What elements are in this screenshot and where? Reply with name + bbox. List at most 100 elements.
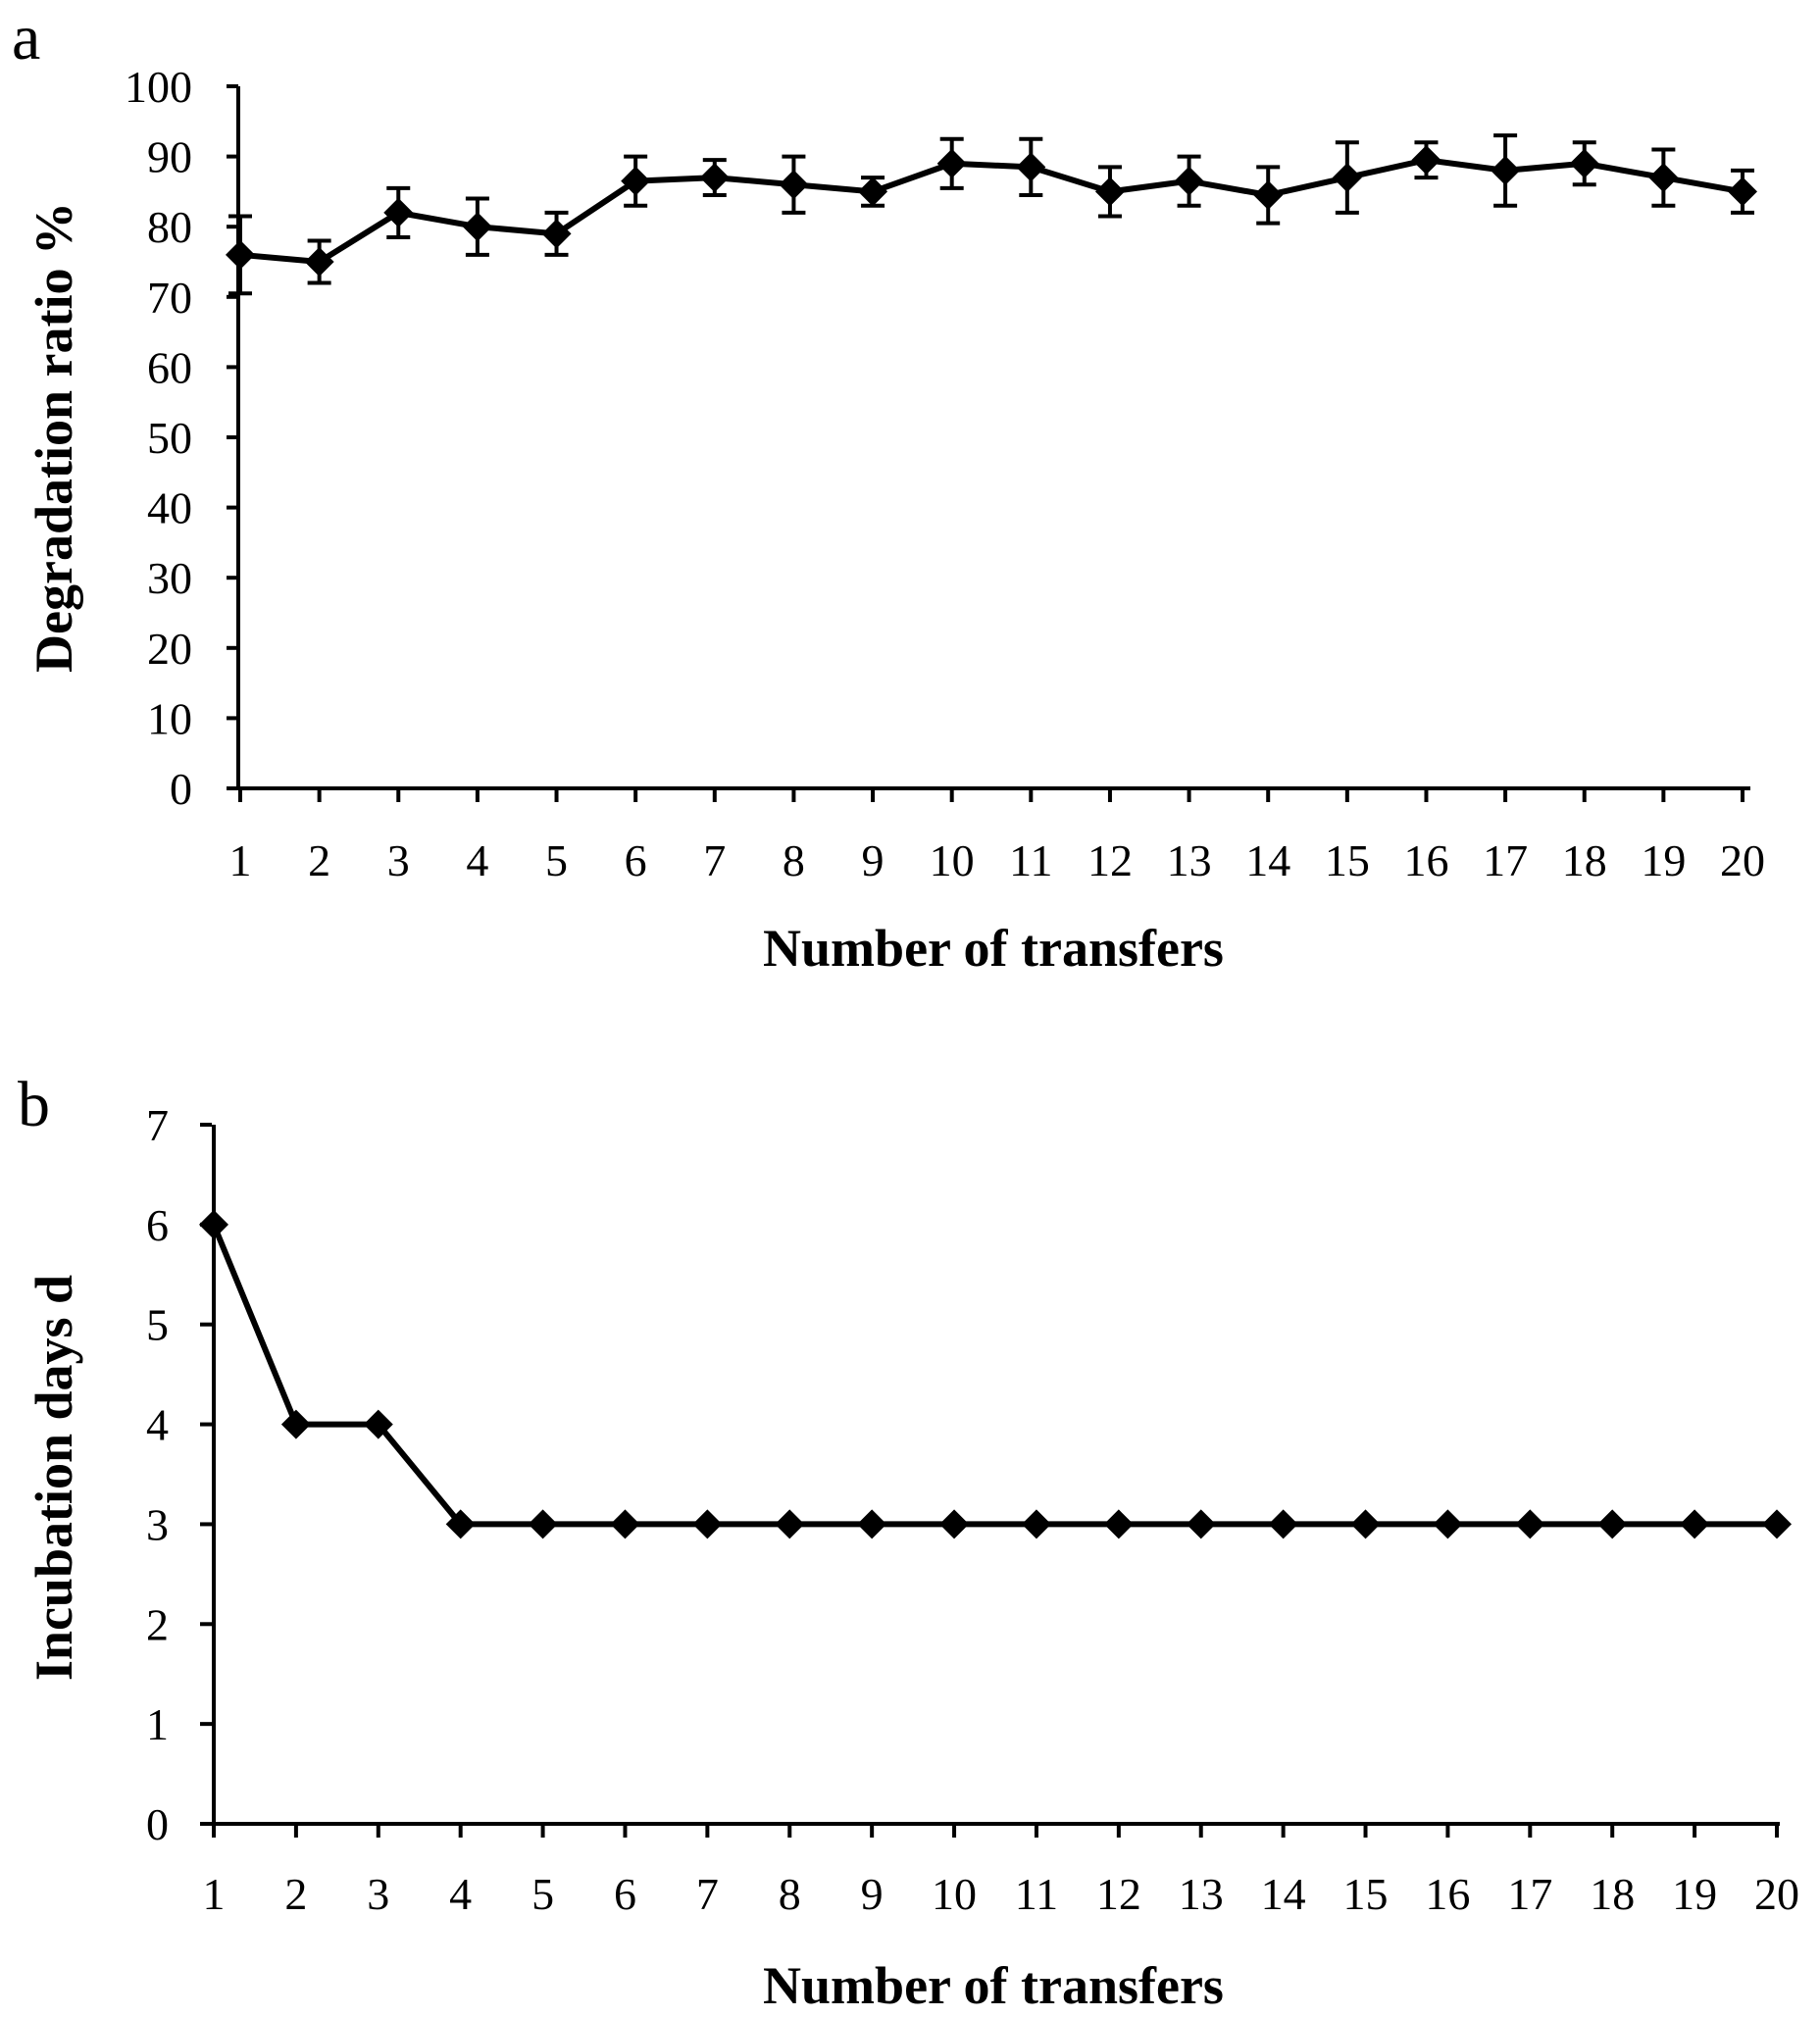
data-point-marker: [1021, 1509, 1051, 1539]
x-tick-label: 12: [1096, 1869, 1141, 1919]
y-tick-label: 60: [147, 342, 192, 392]
x-ticks: 1 2 3 4 5 6 7 8 9 10 11 12 13 14 15 16 17 18 19 20: [203, 1824, 1799, 1919]
x-tick-label: 10: [930, 835, 975, 885]
data-point-marker: [858, 176, 888, 207]
x-ticks: 1 2 3 4 5 6 7 8 9 10 11 12 13 14 15 16 17 18 19 20: [229, 788, 1765, 885]
y-tick-label: 6: [146, 1200, 169, 1250]
data-point-marker: [1268, 1509, 1298, 1539]
x-tick-label: 18: [1562, 835, 1607, 885]
data-point-marker: [1648, 163, 1679, 193]
data-point-marker: [1597, 1509, 1628, 1539]
data-point-marker: [226, 239, 255, 270]
data-point-marker: [610, 1509, 640, 1539]
y-tick-label: 20: [147, 624, 192, 674]
x-tick-label: 19: [1672, 1869, 1717, 1919]
y-tick-label: 1: [146, 1699, 169, 1749]
data-point-marker: [1680, 1509, 1710, 1539]
x-tick-label: 2: [308, 835, 330, 885]
x-tick-label: 10: [932, 1869, 977, 1919]
data-point-marker: [1103, 1509, 1134, 1539]
data-point-marker: [1186, 1509, 1216, 1539]
y-tick-label: 10: [147, 693, 192, 743]
x-tick-label: 5: [545, 835, 568, 885]
y-tick-label: 70: [147, 273, 192, 323]
y-tick-label: 40: [147, 483, 192, 533]
y-tick-label: 2: [146, 1599, 169, 1649]
x-tick-label: 7: [696, 1869, 719, 1919]
data-point-marker: [1433, 1509, 1463, 1539]
x-tick-label: 1: [229, 835, 252, 885]
series-line: [239, 157, 1744, 265]
x-tick-label: 8: [779, 1869, 801, 1919]
data-point-marker: [692, 1509, 723, 1539]
y-tick-label: 3: [146, 1499, 169, 1549]
x-tick-label: 16: [1403, 835, 1448, 885]
x-axis-title: Number of transfers: [763, 1956, 1224, 2015]
y-tick-label: 0: [146, 1799, 169, 1849]
x-tick-label: 19: [1641, 835, 1686, 885]
y-ticks: 0 1 2 3 4 5 6 7: [146, 1100, 212, 1849]
x-tick-label: 13: [1179, 1869, 1224, 1919]
data-point-marker: [1350, 1509, 1381, 1539]
data-point-marker: [939, 1509, 970, 1539]
x-tick-label: 16: [1425, 1869, 1470, 1919]
x-tick-label: 18: [1590, 1869, 1635, 1919]
data-point-marker: [1491, 155, 1521, 185]
data-series: [226, 133, 1757, 296]
data-point-marker: [1016, 152, 1046, 182]
data-point-marker: [775, 1509, 805, 1539]
data-point-marker: [1332, 163, 1362, 193]
data-point-marker: [779, 170, 809, 200]
y-tick-label: 4: [146, 1400, 169, 1450]
data-point-marker: [462, 212, 492, 242]
data-point-marker: [541, 219, 572, 249]
data-point-marker: [1728, 176, 1757, 207]
panel-label-b: b: [18, 1069, 50, 1140]
x-tick-label: 1: [203, 1869, 226, 1919]
x-axis-title: Number of transfers: [763, 919, 1224, 978]
y-tick-label: 7: [146, 1100, 169, 1150]
panel-label-a: a: [12, 2, 40, 74]
y-tick-label: 80: [147, 202, 192, 252]
y-tick-label: 100: [125, 62, 192, 112]
data-point-marker: [857, 1509, 887, 1539]
data-point-marker: [363, 1409, 393, 1439]
data-point-marker: [280, 1409, 311, 1439]
x-tick-label: 3: [387, 835, 410, 885]
data-point-marker: [1762, 1509, 1792, 1539]
data-point-marker: [621, 166, 651, 196]
data-point-marker: [1515, 1509, 1545, 1539]
x-tick-label: 15: [1343, 1869, 1389, 1919]
x-tick-label: 2: [284, 1869, 307, 1919]
data-point-marker: [1094, 176, 1125, 207]
x-tick-label: 20: [1720, 835, 1765, 885]
x-tick-label: 11: [1009, 835, 1052, 885]
x-tick-label: 14: [1261, 1869, 1306, 1919]
data-point-marker: [304, 247, 334, 277]
x-tick-label: 9: [861, 1869, 884, 1919]
data-point-marker: [528, 1509, 558, 1539]
x-tick-label: 6: [614, 1869, 636, 1919]
x-tick-label: 12: [1087, 835, 1133, 885]
x-tick-label: 20: [1754, 1869, 1799, 1919]
x-tick-label: 6: [625, 835, 647, 885]
y-tick-label: 5: [146, 1300, 169, 1350]
x-tick-label: 4: [466, 835, 488, 885]
y-ticks: 0 10 20 30 40 50 60 70 80 90 100: [125, 62, 238, 814]
x-tick-label: 3: [367, 1869, 389, 1919]
y-tick-label: 0: [170, 764, 192, 814]
x-tick-label: 7: [703, 835, 726, 885]
data-point-marker: [699, 163, 730, 193]
x-tick-label: 5: [531, 1869, 554, 1919]
x-tick-label: 11: [1015, 1869, 1058, 1919]
x-tick-label: 17: [1507, 1869, 1552, 1919]
data-point-marker: [199, 1209, 228, 1239]
data-point-marker: [1253, 179, 1284, 210]
y-tick-label: 30: [147, 553, 192, 603]
x-tick-label: 4: [449, 1869, 472, 1919]
x-tick-label: 14: [1245, 835, 1290, 885]
x-tick-label: 13: [1167, 835, 1212, 885]
x-tick-label: 8: [783, 835, 805, 885]
